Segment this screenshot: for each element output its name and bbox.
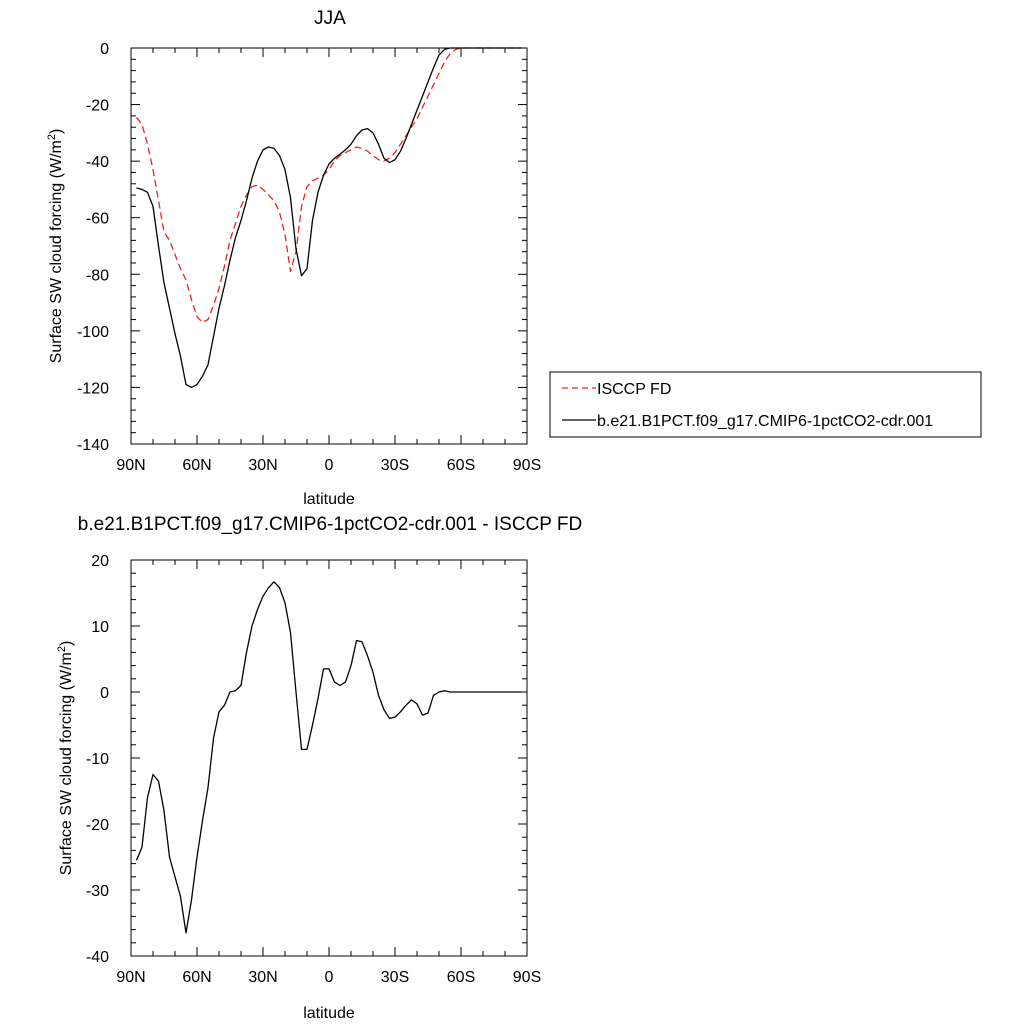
legend-label-model: b.e21.B1PCT.f09_g17.CMIP6-1pctCO2-cdr.00… [597,413,933,430]
plot-frame [130,559,528,957]
x-tick-label: 30S [381,969,409,986]
y-tick-label: 10 [91,619,109,636]
chart-title: JJA [314,8,346,29]
x-tick-label: 90S [513,969,541,986]
series-line-2 [136,47,522,389]
x-tick-label: 60S [447,969,475,986]
y-tick-label: -100 [77,324,109,341]
y-tick-label: -60 [86,211,109,228]
y-axis: 20 10 0 -10 -20 -30 -40 [86,553,527,966]
plot-area [135,47,522,389]
x-axis-label: latitude [303,1005,355,1022]
y-tick-label: -10 [86,751,109,768]
y-axis-label: Surface SW cloud forcing (W/m2) [46,129,65,364]
x-tick-label: 60N [182,969,211,986]
x-tick-label: 90N [116,969,145,986]
x-tick-label: 30S [381,457,409,474]
x-axis-label: latitude [303,491,355,508]
y-tick-label: -20 [86,98,109,115]
legend-box [549,371,982,438]
legend: ISCCP FD b.e21.B1PCT.f09_g17.CMIP6-1pctC… [549,371,982,438]
y-tick-label: -120 [77,380,109,397]
chart-panel-jja: JJA 90N 60N 30N 0 30S 60S 90S 0 -20 -40 -60 -80 -10… [46,8,541,508]
y-tick-label: -40 [86,154,109,171]
legend-label-isccp: ISCCP FD [597,381,671,398]
x-axis: 90N 60N 30N 0 30S 60S 90S [116,48,541,474]
y-tick-label: -30 [86,883,109,900]
x-tick-label: 60S [447,457,475,474]
series-line-1 [135,581,522,934]
x-tick-label: 30N [248,969,277,986]
y-tick-label: -20 [86,817,109,834]
y-tick-label: 20 [91,553,109,570]
y-axis: 0 -20 -40 -60 -80 -100 -120 -140 [77,41,527,454]
y-tick-label: -80 [86,267,109,284]
series-line-1 [135,47,522,324]
chart-panel-difference: b.e21.B1PCT.f09_g17.CMIP6-1pctCO2-cdr.00… [56,514,582,1022]
y-tick-label: -140 [77,437,109,454]
y-tick-label: 0 [100,41,109,58]
x-tick-label: 90N [116,457,145,474]
chart-title: b.e21.B1PCT.f09_g17.CMIP6-1pctCO2-cdr.00… [78,514,582,535]
plot-area [135,581,522,934]
x-tick-label: 0 [325,457,334,474]
x-tick-label: 60N [182,457,211,474]
x-tick-label: 90S [513,457,541,474]
y-tick-label: -40 [86,949,109,966]
y-axis-label: Surface SW cloud forcing (W/m2) [56,641,75,876]
x-tick-label: 30N [248,457,277,474]
y-tick-label: 0 [100,685,109,702]
x-axis: 90N 60N 30N 0 30S 60S 90S [116,560,541,986]
plot-frame [130,47,528,445]
x-tick-label: 0 [325,969,334,986]
